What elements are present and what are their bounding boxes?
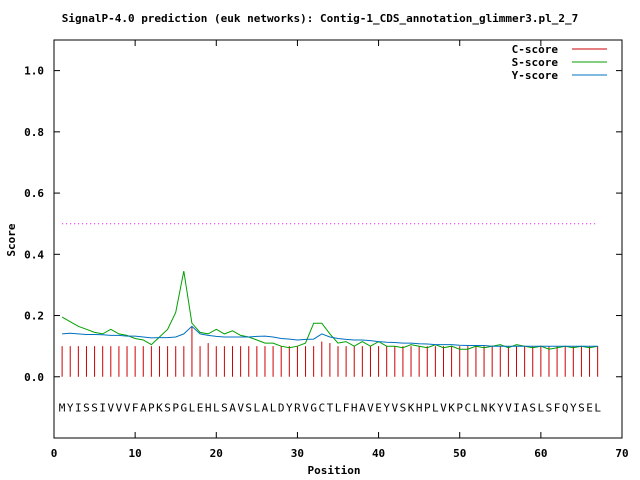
residue-54: K [489,401,496,414]
residue-12: P [148,401,155,414]
residue-47: L [432,401,439,414]
residue-51: C [465,401,472,414]
y-tick-label: 0.0 [24,371,44,384]
residue-23: V [237,401,244,414]
x-tick-label: 30 [291,447,304,460]
residue-40: E [375,401,382,414]
x-tick-label: 20 [210,447,223,460]
residue-42: V [391,401,398,414]
x-tick-label: 10 [129,447,142,460]
y-tick-label: 0.6 [24,187,44,200]
residue-59: S [529,401,536,414]
residue-58: A [521,401,528,414]
residue-25: L [254,401,261,414]
residue-17: L [189,401,196,414]
y-axis-label: Score [5,223,18,256]
residue-9: V [124,401,131,414]
x-tick-label: 60 [534,447,547,460]
residue-26: A [262,401,269,414]
residue-20: L [213,401,220,414]
residue-43: S [400,401,407,414]
residue-34: T [327,401,334,414]
residue-55: Y [497,401,504,414]
x-tick-label: 70 [615,447,628,460]
residue-66: E [586,401,593,414]
x-tick-label: 50 [453,447,466,460]
residue-3: I [75,401,82,414]
residue-5: S [91,401,98,414]
residue-50: P [456,401,463,414]
residue-53: N [481,401,488,414]
y-tick-label: 0.8 [24,126,44,139]
legend-label-y-score: Y-score [512,69,559,82]
y-score-line [62,325,598,347]
residue-2: Y [67,401,74,414]
residue-32: G [310,401,317,414]
residue-44: K [408,401,415,414]
residue-61: S [546,401,553,414]
residue-38: A [359,401,366,414]
residue-28: D [278,401,285,414]
s-score-line [61,271,598,350]
residue-45: H [416,401,423,414]
residue-13: K [156,401,163,414]
residue-60: L [538,401,545,414]
residue-48: V [440,401,447,414]
line-series [61,271,598,350]
residue-63: Q [562,401,569,414]
residue-4: S [83,401,90,414]
residue-64: Y [570,401,577,414]
residue-31: V [302,401,309,414]
residue-16: G [181,401,188,414]
x-axis-label: Position [308,464,361,477]
residue-24: S [245,401,252,414]
residue-49: K [448,401,455,414]
residue-15: P [172,401,179,414]
residue-56: V [505,401,512,414]
residue-6: I [99,401,106,414]
residue-7: V [107,401,114,414]
axis-ticks: 0 10 20 30 40 50 60 70 0.0 0.2 0.4 0.6 0.8 1.0 [24,40,629,460]
residue-30: R [294,401,301,414]
residue-41: Y [383,401,390,414]
residue-8: V [116,401,123,414]
x-tick-label: 0 [51,447,58,460]
plot-frame [53,39,623,439]
residue-33: C [318,401,325,414]
residue-11: A [140,401,147,414]
y-tick-label: 1.0 [24,65,44,78]
residue-67: L [594,401,601,414]
residue-21: S [221,401,228,414]
residue-65: S [578,401,585,414]
residue-62: F [554,401,561,414]
residue-1: M [59,401,66,414]
residue-22: A [229,401,236,414]
x-tick-label: 40 [372,447,385,460]
c-score-series [61,326,599,377]
residue-19: H [205,401,212,414]
chart-title: SignalP-4.0 prediction (euk networks): C… [62,12,579,25]
residue-46: P [424,401,431,414]
residue-36: F [343,401,350,414]
legend-label-s-score: S-score [512,56,559,69]
y-tick-label: 0.2 [24,310,44,323]
residue-57: I [513,401,520,414]
residue-27: L [270,401,277,414]
residue-10: F [132,401,139,414]
y-tick-label: 0.4 [24,248,44,261]
residue-39: V [367,401,374,414]
residue-14: S [164,401,171,414]
legend-label-c-score: C-score [512,43,559,56]
residue-35: L [335,401,342,414]
residue-29: Y [286,401,293,414]
residue-37: H [351,401,358,414]
residue-18: E [197,401,204,414]
residue-52: L [473,401,480,414]
